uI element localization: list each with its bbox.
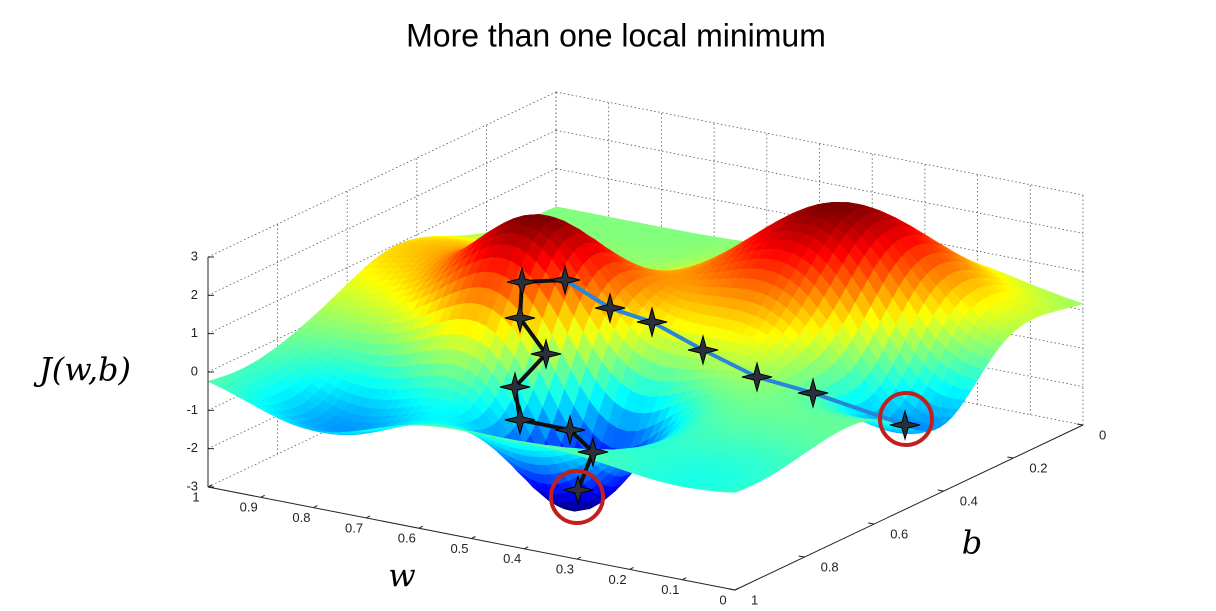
step-marker [554,414,586,446]
x-tick [207,484,213,488]
y-tick-label: 0.2 [1029,460,1047,475]
z-tick-label: -2 [186,440,198,455]
x-tick [576,556,582,560]
step-marker [504,302,536,334]
step-marker [577,436,609,468]
y-tick-label: 0.8 [821,559,839,574]
step-marker [687,334,719,366]
x-tick-label: 0 [719,592,726,607]
x-tick [682,577,687,581]
x-tick-label: 0.3 [556,562,574,577]
x-tick-label: 0.4 [503,551,521,566]
step-marker [636,306,668,338]
z-tick-label: -1 [186,402,198,417]
z-tick-label: 1 [191,325,198,340]
step-markers [499,264,921,506]
x-axis-label: w [388,557,415,595]
x-tick [523,546,529,550]
y-tick [798,555,805,558]
grid-line [207,168,557,335]
step-marker [530,338,562,370]
grid-line [207,129,557,296]
x-tick-label: 0.9 [240,500,258,515]
x-tick [260,494,265,498]
z-axis-label: J(w,b) [33,351,131,389]
step-marker [504,404,536,436]
step-marker [741,361,773,393]
x-tick [418,525,424,529]
step-marker [889,409,921,441]
axes: -3 -2 -1 0 1 2 3 0 0.1 0.2 0.3 0.4 0.5 0.6 0.7 0.8 0.9 1 0… [186,248,1106,607]
x-tick-label: 0.8 [292,510,310,525]
y-tick [1007,456,1014,459]
x-tick-label: 0.1 [661,582,679,597]
y-tick-label: 0.6 [890,526,908,541]
chart-title: More than one local minimum [406,17,826,53]
step-marker [594,292,626,324]
x-tick-label: 0.5 [450,541,468,556]
grid-line [555,91,1084,196]
x-tick [734,587,740,591]
y-tick [1076,423,1084,426]
y-axis-label: b [962,524,982,562]
grid-line [555,129,1084,234]
descent-paths [499,264,934,525]
x-tick [313,505,318,509]
x-tick-label: 0.7 [345,520,363,535]
y-tick-label: 1 [751,592,758,607]
y-tick-label: 0.4 [960,493,978,508]
y-tick [728,588,736,591]
surface-patch [725,489,742,493]
step-marker [549,264,581,296]
y-tick-label: 0 [1099,427,1106,442]
x-tick [365,515,371,519]
x-tick-label: 0.2 [609,572,627,587]
x-tick [629,566,634,570]
step-marker [562,474,594,506]
z-tick-label: -3 [186,478,198,493]
minimum-circle [549,469,605,525]
y-tick [868,522,875,525]
minimum-circle [878,391,934,447]
step-marker [499,371,531,403]
z-tick-label: 0 [191,363,198,378]
step-marker [506,266,538,298]
z-tick-label: 3 [191,248,198,263]
x-tick-label: 0.6 [398,531,416,546]
y-tick [937,489,944,492]
y-axis [734,424,1084,591]
x-tick [471,536,476,539]
surface [207,201,1085,512]
z-tick-label: 2 [191,287,198,302]
x-tick-label: 1 [192,489,199,504]
grid-line [207,91,557,258]
step-marker [797,377,829,409]
